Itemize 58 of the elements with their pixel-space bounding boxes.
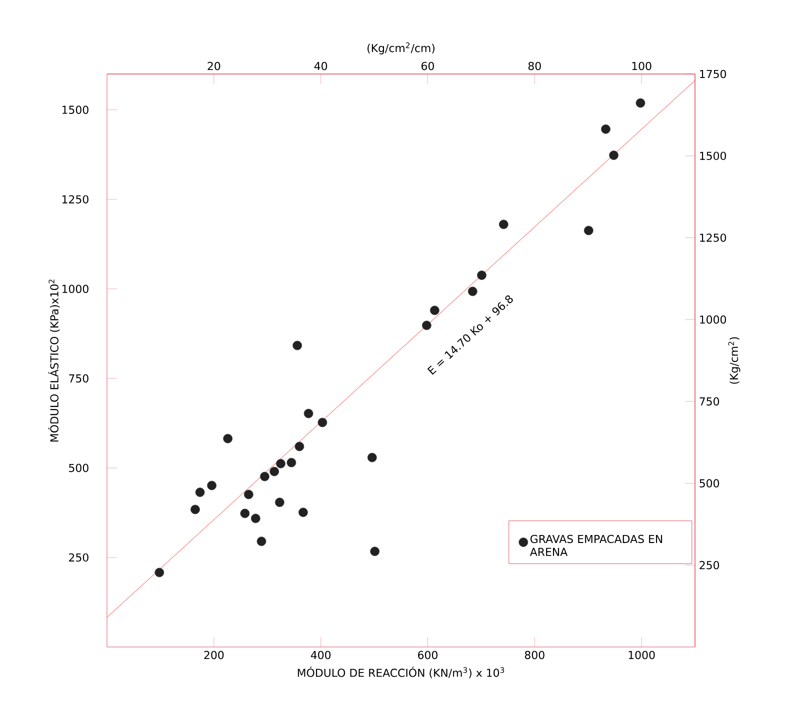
point <box>609 150 618 160</box>
point <box>250 514 260 524</box>
x-tick-label: 200 <box>204 650 224 660</box>
point <box>292 340 302 350</box>
x2-tick-label: 20 <box>208 62 220 70</box>
point <box>430 306 440 316</box>
y2-tick-label: 250 <box>700 561 720 570</box>
point <box>304 408 314 418</box>
y-tick-label: 500 <box>69 464 88 472</box>
point <box>370 546 380 556</box>
y2-tick-label: 1250 <box>700 234 726 242</box>
x-tick-label: 400 <box>310 650 331 660</box>
point <box>498 220 508 230</box>
legend-label: GRAVAS EMPACADAS EN ARENA <box>530 534 662 556</box>
y-tick-label: 1000 <box>62 284 88 294</box>
x2-tick-label: 40 <box>314 62 328 70</box>
x-tick-label: 1000 <box>628 650 655 660</box>
point <box>367 452 377 462</box>
point <box>636 98 646 108</box>
x2-axis-title: (Kg/cm$^{2}$/cm) <box>368 42 434 54</box>
y2-tick-label: 1750 <box>700 70 726 78</box>
y-tick-label: 1250 <box>62 195 88 204</box>
x-tick-label: 600 <box>418 650 438 660</box>
point <box>294 442 304 452</box>
point <box>195 488 205 497</box>
point <box>601 124 610 134</box>
point <box>286 458 296 468</box>
point <box>468 286 478 296</box>
point <box>274 498 284 508</box>
point <box>260 472 270 482</box>
point <box>276 458 286 468</box>
point <box>477 270 486 280</box>
y2-tick-label: 750 <box>700 397 720 406</box>
y2-axis-title: (Kg/cm$^{2}$) <box>728 337 740 384</box>
point <box>223 434 233 444</box>
x2-tick-label: 60 <box>422 62 434 70</box>
y2-tick-label: 1000 <box>700 315 726 324</box>
x2-tick-label: 80 <box>528 62 541 70</box>
y-tick-label: 1500 <box>62 106 88 114</box>
point <box>270 466 280 476</box>
point <box>422 320 432 330</box>
point <box>240 508 250 518</box>
point <box>190 504 200 514</box>
point <box>244 490 254 500</box>
y-tick-label: 250 <box>69 553 88 562</box>
point <box>318 418 328 428</box>
point <box>154 568 164 578</box>
x2-tick-label: 100 <box>632 62 652 70</box>
point <box>207 480 216 490</box>
point <box>584 226 594 236</box>
x-axis-title: MÓDULO DE REACCIÓN (KN/m$^{3}$) x 10$^{3}$ <box>298 666 504 678</box>
y-tick-label: 750 <box>69 374 88 383</box>
y2-tick-label: 500 <box>700 479 720 488</box>
point <box>256 536 266 546</box>
point <box>298 508 308 518</box>
y-axis-title: MÓDULO ELÁSTICO (KPa)x10$^{2}$ <box>48 280 60 442</box>
y2-tick-label: 1500 <box>700 152 726 160</box>
x-tick-label: 800 <box>524 650 544 660</box>
